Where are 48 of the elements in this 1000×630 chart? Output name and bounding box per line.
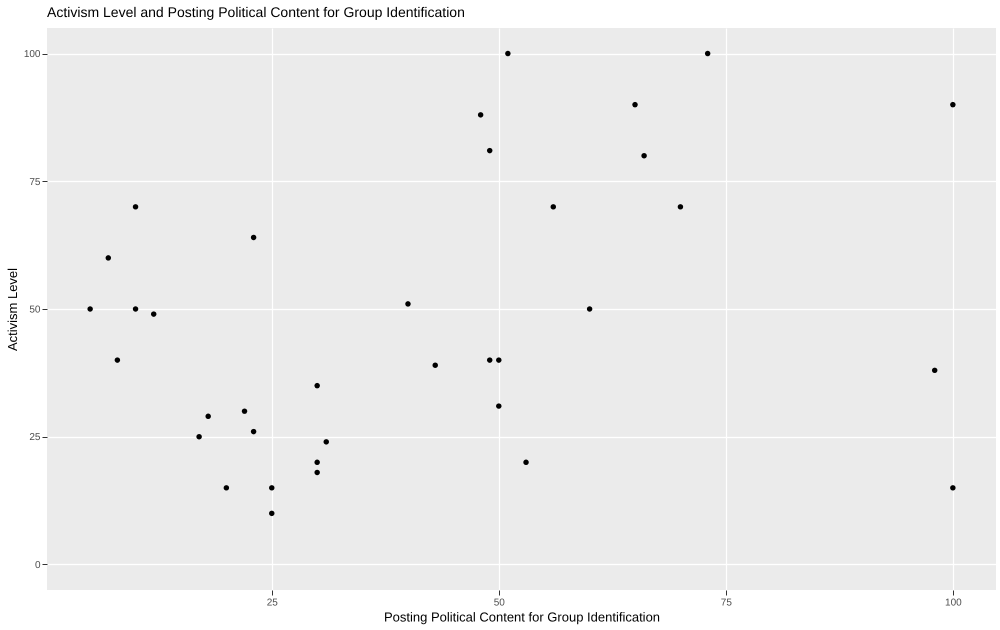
- point: [114, 357, 120, 363]
- point: [950, 102, 956, 108]
- x-tick-label: 25: [266, 598, 278, 608]
- point: [150, 311, 156, 317]
- x-tick-label: 100: [945, 598, 962, 608]
- point: [205, 414, 211, 420]
- point: [523, 460, 529, 466]
- x-tick-label: 75: [720, 598, 732, 608]
- point: [269, 510, 274, 516]
- point: [950, 485, 956, 491]
- point: [496, 357, 502, 363]
- point: [196, 434, 202, 440]
- point: [314, 382, 320, 388]
- point: [314, 460, 320, 466]
- point: [224, 485, 230, 491]
- point: [678, 204, 684, 210]
- point: [478, 112, 484, 118]
- y-tick-label: 100: [24, 49, 41, 60]
- point: [432, 362, 438, 368]
- point: [632, 102, 638, 108]
- point: [314, 470, 320, 476]
- point: [505, 50, 511, 56]
- point: [486, 357, 492, 363]
- y-tick-label: 50: [29, 304, 41, 316]
- point: [496, 403, 502, 409]
- point: [932, 368, 938, 374]
- point: [550, 204, 556, 210]
- point: [269, 485, 274, 491]
- y-tick-label: 0: [34, 560, 41, 571]
- point: [324, 439, 329, 445]
- x-axis-title: Posting Political Content for Group Identification: [384, 610, 660, 624]
- y-tick-label: 25: [29, 432, 41, 444]
- y-axis-title: Activism Level: [4, 268, 20, 352]
- point: [106, 255, 112, 261]
- point: [250, 428, 256, 434]
- point: [486, 148, 492, 154]
- point: [641, 152, 647, 158]
- point: [132, 204, 138, 210]
- point: [405, 301, 411, 307]
- y-tick-label: 75: [29, 176, 41, 188]
- point: [586, 306, 592, 312]
- point: [87, 306, 93, 312]
- x-tick-label: 50: [494, 598, 506, 608]
- point: [250, 234, 256, 240]
- chart-title: Activism Level and Posting Political Content for Group Identification: [47, 4, 465, 20]
- point: [242, 408, 248, 414]
- point: [132, 306, 138, 312]
- point: [704, 50, 710, 56]
